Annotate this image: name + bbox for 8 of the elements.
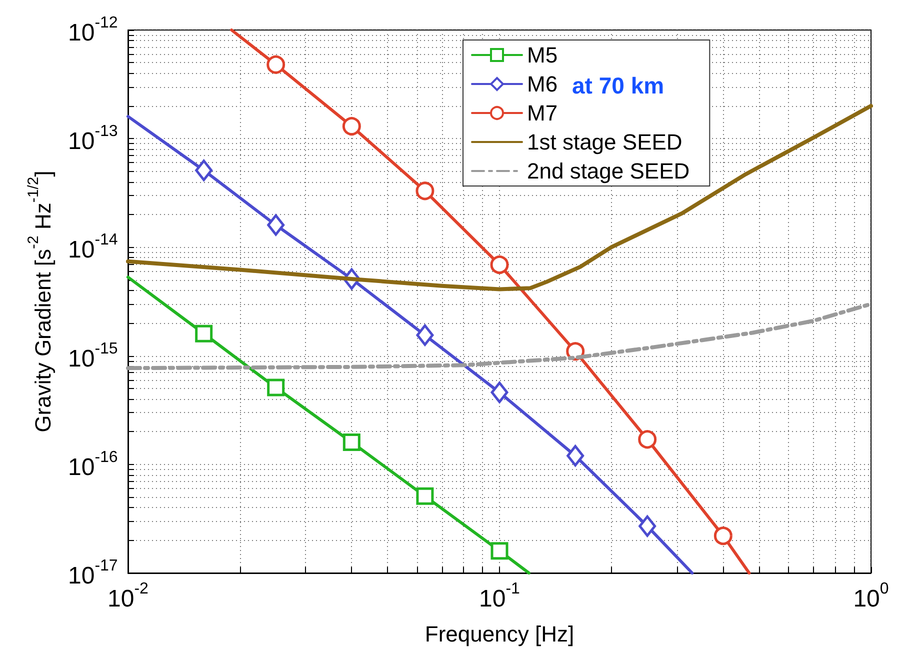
legend-label: M7 [527, 100, 558, 126]
legend-label: 2nd stage SEED [527, 158, 690, 184]
y-axis-title: Gravity Gradient [s-2 Hz-1/2] [25, 170, 56, 432]
legend-label: M5 [527, 42, 558, 68]
legend-label: M6 [527, 72, 558, 96]
legend-label: 1st stage SEED [527, 130, 682, 154]
x-axis-title: Frequency [Hz] [424, 622, 574, 646]
annotation: at 70 km [572, 72, 664, 98]
